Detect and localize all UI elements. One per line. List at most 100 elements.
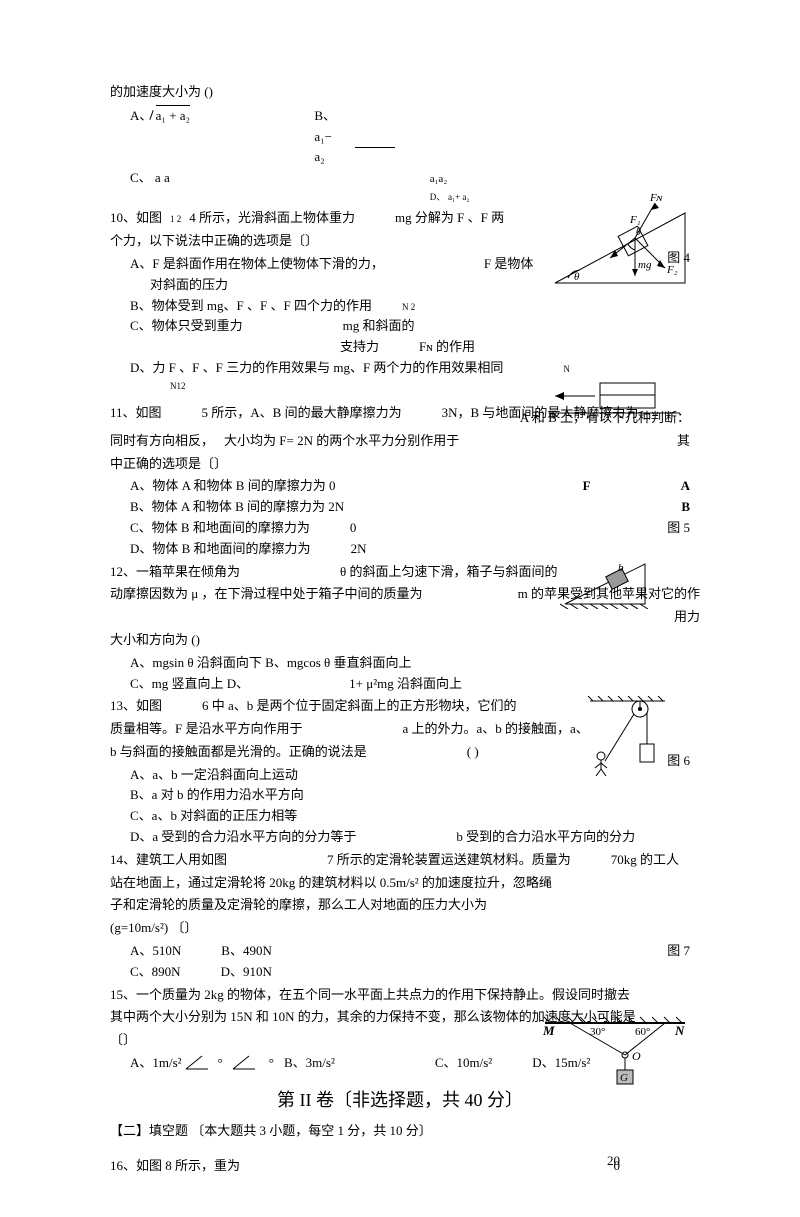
q13-l1b: 6 中 a、b 是两个位于固定斜面上的正方形物块，它们的 [202, 696, 517, 717]
q9-b-label: B、 [314, 106, 394, 127]
q12-c: C、mg 竖直向上 D、 [130, 674, 249, 695]
q9-a-sqrt: a₁ + a₂ [156, 108, 190, 123]
svg-text:θ: θ [574, 271, 580, 283]
question-11: 11、如图 5 所示，A、B 间的最大静摩擦力为 3N，B 与地面间的最大静摩擦… [110, 403, 690, 559]
q10-c3: 支持力 [340, 337, 379, 358]
q10-d: D、力 F 、F 、F 三力的作用效果与 mg、F 两个力的作用效果相同 [130, 358, 503, 379]
q11-d2: 2N [351, 539, 367, 560]
q14-l1c: 70kg 的工人 [611, 850, 679, 871]
q14-l3: 子和定滑轮的质量及定滑轮的摩擦，那么工人对地面的压力大小为 [110, 895, 690, 916]
q11-l1a: 11、如图 [110, 403, 162, 424]
q10-bsub: N 2 [402, 300, 415, 314]
q13-d: D、a 受到的合力沿水平方向的分力等于 [130, 827, 356, 848]
section-2-heading: 第 II 卷〔非选择题，共 40 分〕 [110, 1086, 690, 1115]
q14-l1b: 7 所示的定滑轮装置运送建筑材料。质量为 [327, 850, 571, 871]
q10-c4: Fɴ 的作用 [419, 337, 475, 358]
q10-a1: A、F 是斜面作用在物体上使物体下滑的力， [130, 254, 384, 275]
figure-4: θ Fɴ F₁ F₂ mg θ [550, 188, 690, 288]
question-10: θ Fɴ F₁ F₂ mg θ 图 4 10、如图 1 2 4 所示，光滑斜面上… [110, 208, 690, 393]
q12-l1b: θ 的斜面上匀速下滑，箱子与斜面间的 [340, 562, 557, 583]
q13-l2a: 质量相等。F 是沿水平方向作用于 [110, 719, 302, 740]
q11-d: D、物体 B 和地面间的摩擦力为 [130, 539, 311, 560]
fig7-label: 图 7 [667, 941, 690, 962]
q10-sub1: 1 2 [170, 212, 181, 226]
angle-icon [182, 1053, 212, 1073]
q16-r2: 0 [614, 1156, 621, 1177]
svg-text:30°: 30° [590, 1026, 605, 1038]
q12-c2: 1+ μ²mg 沿斜面向上 [349, 674, 462, 695]
angle-icon [229, 1053, 259, 1073]
q9-b-l1: a₁− [314, 127, 394, 148]
figure-5-diagram [550, 378, 680, 428]
q11-l2b: 大小均为 F= 2N 的两个水平力分别作用于 [224, 431, 459, 452]
q15-a: A、1m/s² [130, 1053, 182, 1074]
q11-l3: 中正确的选项是〔〕 [110, 454, 690, 475]
q9-opt-c: C、 a a [130, 168, 170, 189]
svg-text:O: O [632, 1049, 641, 1063]
q14-l2: 站在地面上，通过定滑轮将 20kg 的建筑材料以 0.5m/s² 的加速度拉升，… [110, 873, 690, 894]
q14-l4: (g=10m/s²) 〔〕 [110, 918, 690, 939]
q13-l3b: ( ) [467, 742, 479, 763]
q13-d2: b 受到的合力沿水平方向的分力 [456, 827, 635, 848]
q15-b: B、3m/s² [284, 1053, 335, 1074]
svg-text:θ: θ [636, 227, 641, 238]
q9-opt-a: A、 a₁ + a₂ [130, 105, 194, 127]
question-12: b 12、一箱苹果在倾角为 θ 的斜面上匀速下滑，箱子与斜面间的 动摩擦因数为 … [110, 562, 690, 695]
q15-c: C、10m/s² [435, 1053, 492, 1074]
q11-c: C、物体 B 和地面间的摩擦力为 [130, 518, 310, 539]
question-13: 图 6 13、如图 6 中 a、b 是两个位于固定斜面上的正方形物块，它们的 质… [110, 696, 690, 848]
svg-text:mg: mg [638, 259, 652, 271]
q10-b: B、物体受到 mg、F 、F 、F 四个力的作用 [130, 296, 372, 317]
fig5-label: 图 5 [667, 518, 690, 539]
q11-a: A、物体 A 和物体 B 间的摩擦力为 0 [130, 476, 335, 497]
q11-rf: F [583, 476, 591, 497]
svg-text:Fɴ: Fɴ [649, 192, 663, 204]
q13-l2b: a 上的外力。a、b 的接触面，a、 [402, 719, 588, 740]
q10-c1: C、物体只受到重力 [130, 316, 243, 337]
q11-l2a: 同时有方向相反， [110, 431, 214, 452]
svg-text:M: M [542, 1023, 555, 1038]
q13-c: C、a、b 对斜面的正压力相等 [130, 806, 690, 827]
q10-dsub: N [563, 362, 570, 376]
q9-b-l2: a₂ [314, 147, 324, 168]
q10-l1b: 4 所示，光滑斜面上物体重力 [189, 208, 355, 229]
fig6-label: 图 6 [667, 751, 690, 772]
figure-12-diagram: b [560, 554, 650, 609]
q9-b-line [355, 147, 395, 148]
q14-l1a: 14、建筑工人用如图 [110, 850, 227, 871]
svg-text:N: N [674, 1023, 685, 1038]
q13-l1a: 13、如图 [110, 696, 162, 717]
q16-l: 16、如图 8 所示，重为 [110, 1156, 240, 1177]
figure-15-diagram: M N 30° 60° O G [540, 1015, 690, 1090]
q14-b: B、490N [221, 941, 272, 962]
q14-d: D、910N [221, 962, 272, 983]
svg-text:G: G [620, 1072, 628, 1084]
q9-d-bot: a₁+ a₂ [448, 192, 470, 202]
q11-l1b: 5 所示，A、B 间的最大静摩擦力为 [202, 403, 402, 424]
q12-l1a: 12、一箱苹果在倾角为 [110, 562, 240, 583]
svg-text:F₂: F₂ [666, 264, 678, 276]
q12-l2c: 用力 [110, 607, 700, 628]
q12-l2a: 动摩擦因数为 μ ，在下滑过程中处于箱子中间的质量为 [110, 584, 422, 605]
q10-l1c: mg 分解为 F 、F 两 [395, 208, 504, 229]
q14-a: A、510N [130, 941, 181, 962]
q10-c2: mg 和斜面的 [343, 316, 415, 337]
figure-6-diagram [585, 696, 670, 776]
q11-b: B、物体 A 和物体 B 间的摩擦力为 2N [130, 497, 344, 518]
q9-opt-d: a₁a₂ D、 a₁+ a₂ [430, 171, 470, 206]
question-16: 20 16、如图 8 所示，重为 0 [110, 1151, 690, 1177]
svg-text:b: b [618, 562, 624, 574]
question-15: M N 30° 60° O G 15、一个质量为 2kg 的物体，在五个同一水平… [110, 985, 690, 1074]
q9-d-top: a₁a₂ [430, 173, 447, 185]
question-14: 14、建筑工人用如图 7 所示的定滑轮装置运送建筑材料。质量为 70kg 的工人… [110, 850, 690, 983]
q9-opt-b: B、 a₁− a₂ [314, 106, 394, 168]
q11-ra: A [681, 476, 690, 497]
q13-l3a: b 与斜面的接触面都是光滑的。正确的说法是 [110, 742, 367, 763]
q11-c2: 0 [350, 518, 357, 539]
q11-l2d: 其 [677, 431, 690, 452]
q12-a: A、mgsin θ 沿斜面向下 B、mgcos θ 垂直斜面向上 [130, 653, 690, 674]
svg-text:F₁: F₁ [629, 214, 641, 226]
q14-c: C、890N [130, 962, 181, 983]
q15-l1: 15、一个质量为 2kg 的物体，在五个同一水平面上共点力的作用下保持静止。假设… [110, 985, 690, 1006]
q9-a-pre: A、 [130, 108, 152, 123]
